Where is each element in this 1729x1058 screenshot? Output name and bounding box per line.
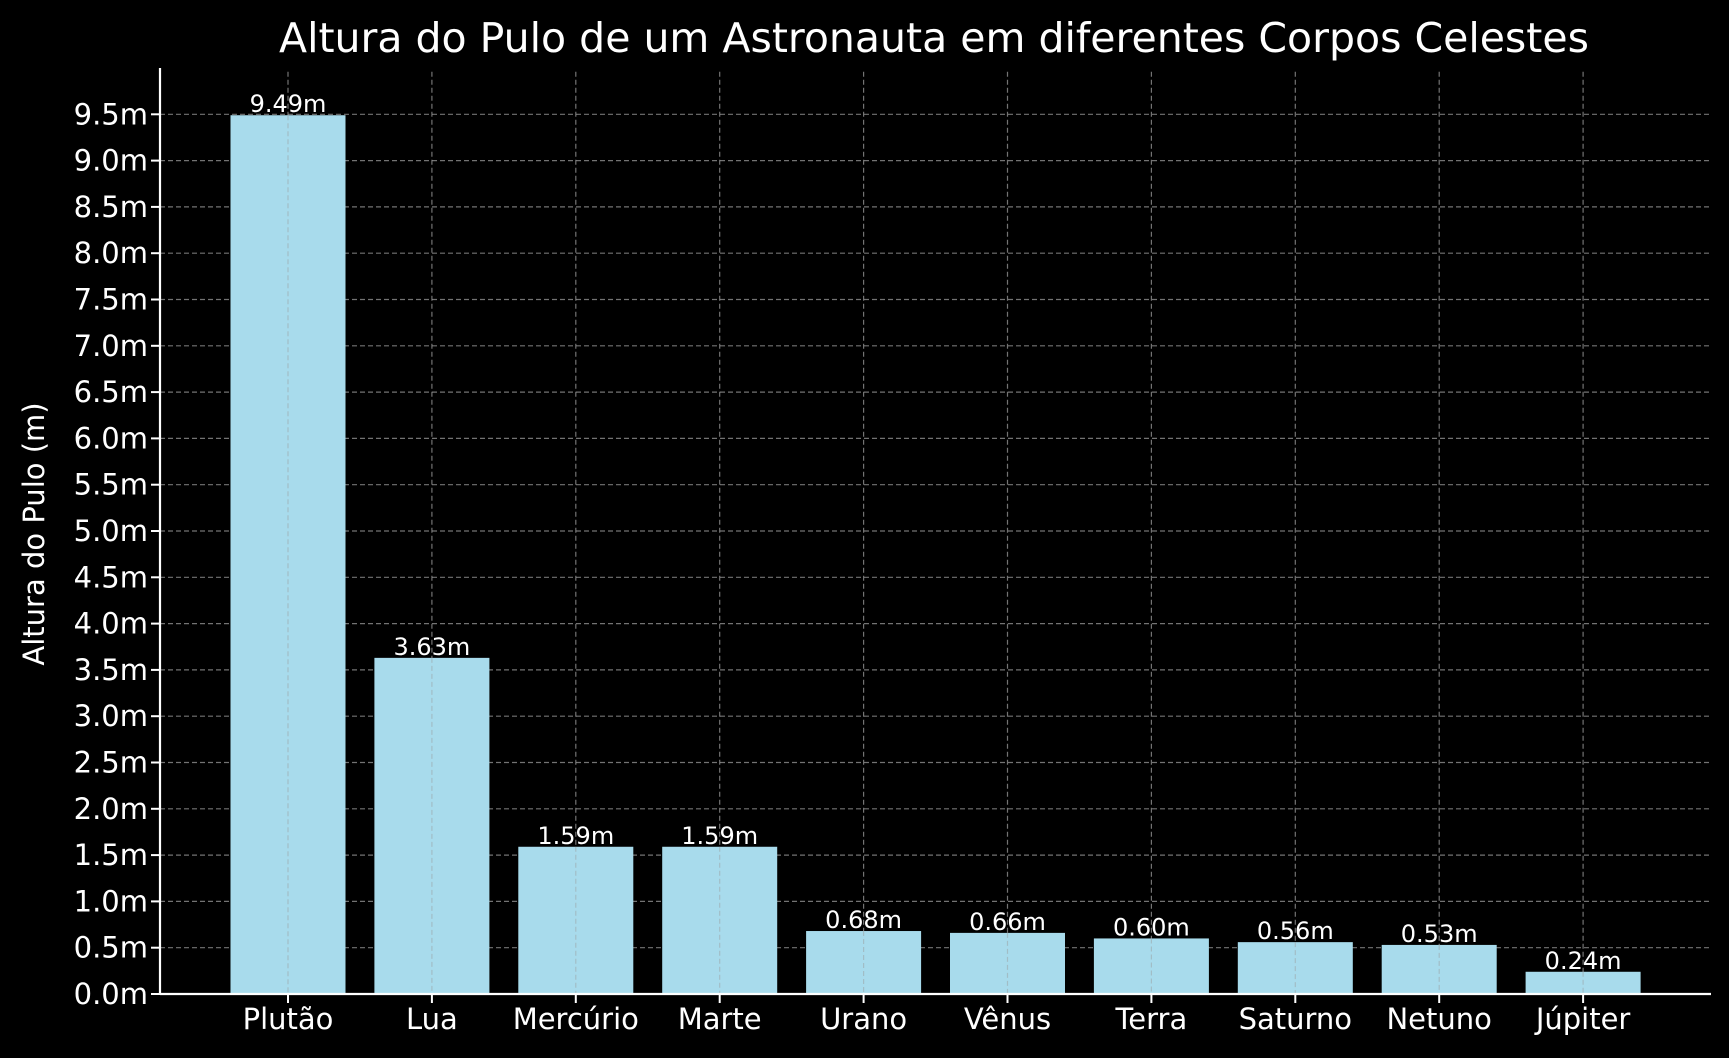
y-tick-label: 7.0m bbox=[74, 329, 148, 363]
y-tick-label: 8.5m bbox=[74, 190, 148, 224]
y-tick-label: 3.0m bbox=[74, 699, 148, 733]
bar-value-label: 0.53m bbox=[1401, 920, 1478, 948]
y-tick-label: 1.0m bbox=[74, 884, 148, 918]
x-tick-label: Urano bbox=[820, 1002, 907, 1036]
x-tick-label: Plutão bbox=[243, 1002, 334, 1036]
bar-value-label: 0.56m bbox=[1257, 917, 1334, 945]
y-tick-label: 6.5m bbox=[74, 375, 148, 409]
bar-value-labels: 9.49m 3.63m 1.59m 1.59m 0.68m 0.66m 0.60m 0.56m… bbox=[250, 90, 1622, 975]
bar bbox=[1237, 942, 1353, 994]
bar bbox=[1381, 944, 1497, 994]
y-axis-ticks: 0.0m 0.5m 1.0m 1.5m 2.0m 2.5m 3.0m 3.5m 4.0m 4.5m… bbox=[74, 97, 160, 1011]
bars bbox=[230, 115, 1641, 994]
bar bbox=[1525, 971, 1641, 994]
bar-value-label: 0.24m bbox=[1545, 947, 1622, 975]
x-axis-ticks: Plutão Lua Mercúrio Marte Urano Vênus Terra Sat… bbox=[243, 994, 1631, 1036]
y-tick-label: 0.0m bbox=[74, 977, 148, 1011]
bar bbox=[806, 931, 922, 994]
y-tick-label: 2.0m bbox=[74, 792, 148, 826]
bar-value-label: 1.59m bbox=[681, 822, 758, 850]
bar-value-label: 0.66m bbox=[969, 908, 1046, 936]
y-tick-label: 5.0m bbox=[74, 514, 148, 548]
chart-title: Altura do Pulo de um Astronauta em difer… bbox=[279, 14, 1589, 62]
y-tick-label: 2.5m bbox=[74, 746, 148, 780]
y-tick-label: 9.0m bbox=[74, 144, 148, 178]
bar-value-label: 3.63m bbox=[393, 633, 470, 661]
x-tick-label: Mercúrio bbox=[513, 1002, 639, 1036]
x-tick-label: Lua bbox=[406, 1002, 458, 1036]
y-tick-label: 4.0m bbox=[74, 607, 148, 641]
bar bbox=[518, 846, 634, 994]
bar bbox=[1093, 938, 1209, 994]
y-tick-label: 9.5m bbox=[74, 97, 148, 131]
x-tick-label: Marte bbox=[678, 1002, 762, 1036]
y-tick-label: 7.5m bbox=[74, 283, 148, 317]
bar-value-label: 1.59m bbox=[537, 822, 614, 850]
y-tick-label: 4.5m bbox=[74, 560, 148, 594]
bar bbox=[374, 657, 490, 994]
x-tick-label: Terra bbox=[1115, 1002, 1188, 1036]
x-tick-label: Vênus bbox=[964, 1002, 1051, 1036]
y-tick-label: 1.5m bbox=[74, 838, 148, 872]
bar-value-label: 0.60m bbox=[1113, 913, 1190, 941]
bar-value-label: 9.49m bbox=[250, 90, 327, 118]
y-axis-label: Altura do Pulo (m) bbox=[17, 402, 51, 665]
x-tick-label: Netuno bbox=[1386, 1002, 1491, 1036]
bar-value-label: 0.68m bbox=[825, 906, 902, 934]
y-tick-label: 8.0m bbox=[74, 236, 148, 270]
y-tick-label: 3.5m bbox=[74, 653, 148, 687]
bar bbox=[950, 932, 1065, 994]
x-tick-label: Saturno bbox=[1239, 1002, 1352, 1036]
y-tick-label: 6.0m bbox=[74, 421, 148, 455]
bar bbox=[230, 115, 346, 994]
x-tick-label: Júpiter bbox=[1534, 1002, 1631, 1036]
y-tick-label: 0.5m bbox=[74, 931, 148, 965]
bar bbox=[662, 846, 778, 994]
y-tick-label: 5.5m bbox=[74, 468, 148, 502]
